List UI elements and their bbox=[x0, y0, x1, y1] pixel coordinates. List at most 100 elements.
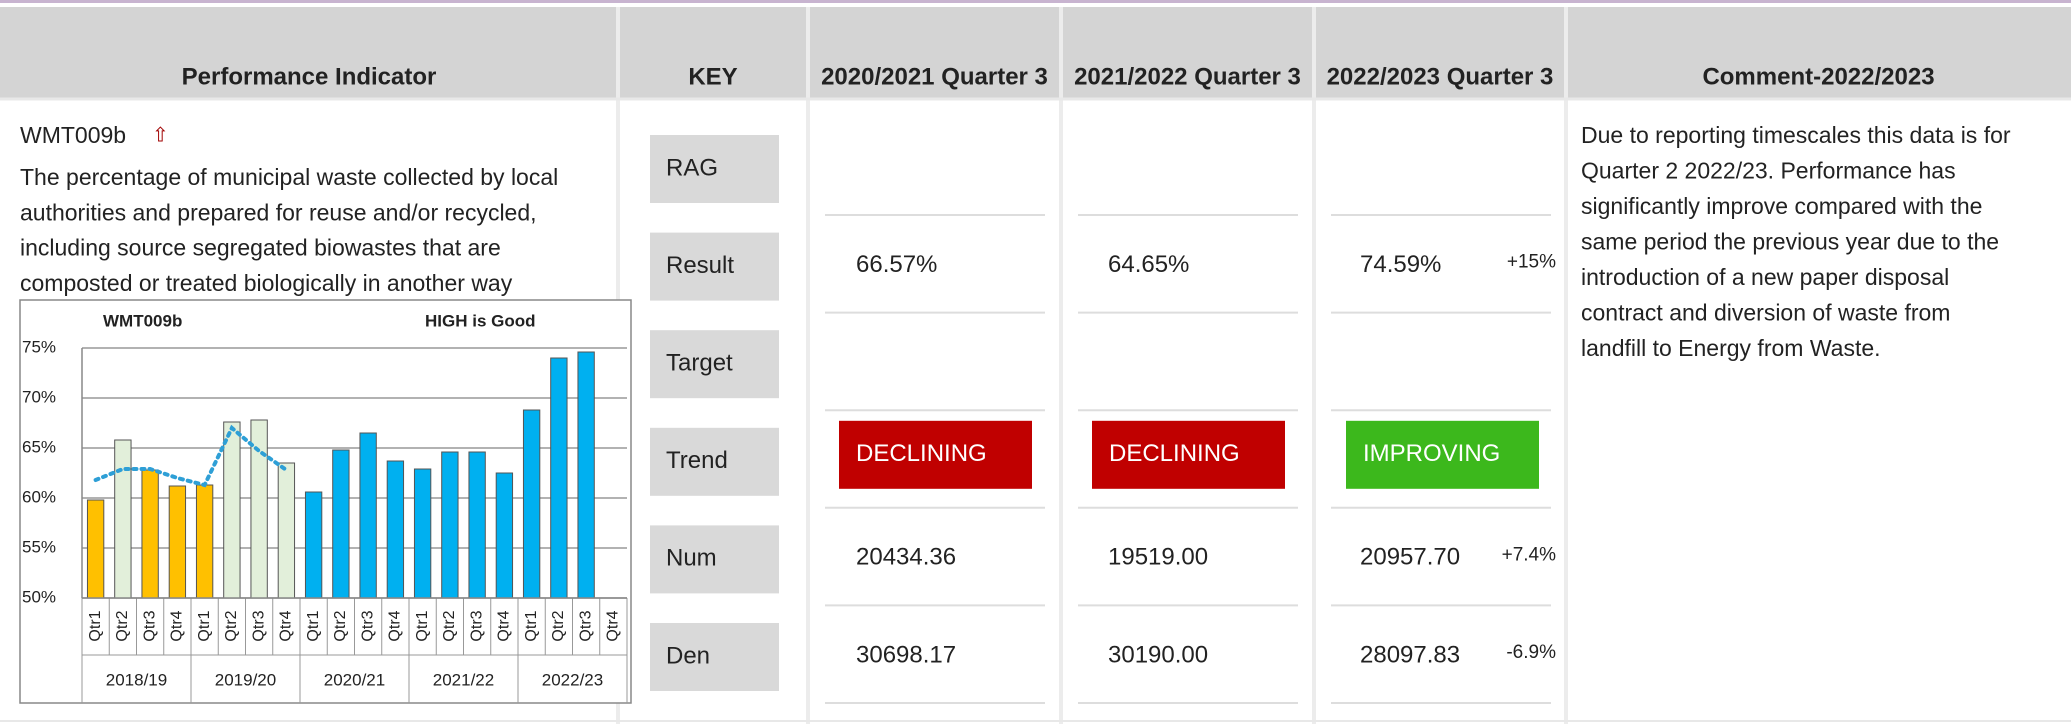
trend-label: IMPROVING bbox=[1363, 440, 1500, 467]
change: -6.9% bbox=[1506, 642, 1556, 663]
x-tick-label: Qtr1 bbox=[87, 610, 104, 641]
value: 74.59% bbox=[1360, 251, 1441, 278]
bar bbox=[468, 451, 486, 599]
x-tick-label: Qtr4 bbox=[496, 610, 513, 641]
bar bbox=[223, 421, 241, 599]
column-header: 2020/2021 Quarter 3 bbox=[821, 63, 1048, 90]
key-box bbox=[650, 623, 779, 691]
chart-title: WMT009b bbox=[103, 311, 182, 330]
comment-line: introduction of a new paper disposal bbox=[1581, 264, 1949, 290]
key-label: Den bbox=[666, 642, 710, 669]
y-tick-label: 70% bbox=[22, 387, 56, 406]
y-tick-label: 50% bbox=[22, 587, 56, 606]
comment-line: significantly improve compared with the bbox=[1581, 193, 1982, 219]
bar bbox=[386, 460, 405, 599]
x-tick-label: Qtr3 bbox=[141, 610, 158, 641]
x-tick-label: Qtr4 bbox=[278, 610, 295, 641]
comment-line: Quarter 2 2022/23. Performance has bbox=[1581, 158, 1956, 184]
x-tick-label: Qtr2 bbox=[441, 610, 458, 641]
bar bbox=[195, 484, 214, 599]
group-label: 2021/22 bbox=[433, 670, 494, 689]
x-tick-label: Qtr4 bbox=[169, 610, 186, 641]
bar bbox=[114, 439, 132, 599]
bar bbox=[522, 409, 541, 599]
indicator-description: authorities and prepared for reuse and/o… bbox=[20, 199, 537, 225]
value: 20957.70 bbox=[1360, 544, 1460, 571]
indicator-code: WMT009b bbox=[20, 122, 126, 148]
trend-line bbox=[93, 424, 289, 488]
bar bbox=[168, 485, 187, 599]
bar bbox=[577, 351, 595, 599]
trend-badge bbox=[1092, 420, 1285, 489]
key-label: Result bbox=[666, 252, 734, 279]
x-tick-label: Qtr4 bbox=[387, 610, 404, 641]
value: 30190.00 bbox=[1108, 641, 1208, 668]
key-box bbox=[650, 427, 779, 496]
x-tick-label: Qtr1 bbox=[414, 610, 431, 641]
bar bbox=[86, 499, 105, 599]
comment-line: same period the previous year due to the bbox=[1581, 229, 1999, 255]
x-tick-label: Qtr2 bbox=[550, 610, 567, 641]
y-tick-label: 60% bbox=[22, 487, 56, 506]
value: 30698.17 bbox=[856, 641, 956, 668]
trend-label: DECLINING bbox=[1109, 440, 1240, 467]
value: 28097.83 bbox=[1360, 641, 1460, 668]
comment-line: contract and diversion of waste from bbox=[1581, 300, 1950, 326]
key-box bbox=[650, 232, 779, 301]
indicator-arrow: ⇧ bbox=[152, 124, 169, 146]
trend-badge bbox=[1346, 420, 1539, 489]
x-tick-label: Qtr3 bbox=[359, 610, 376, 641]
indicator-description: including source segregated biowastes th… bbox=[20, 235, 501, 261]
group-label: 2020/21 bbox=[324, 670, 385, 689]
column-header: Performance Indicator bbox=[182, 63, 437, 90]
comment-line: Due to reporting timescales this data is… bbox=[1581, 122, 2011, 148]
x-tick-label: Qtr2 bbox=[332, 610, 349, 641]
key-box bbox=[650, 330, 779, 399]
trend-badge bbox=[839, 420, 1032, 489]
column-header: 2021/2022 Quarter 3 bbox=[1074, 63, 1301, 90]
x-tick-label: Qtr1 bbox=[305, 610, 322, 641]
comment-line: landfill to Energy from Waste. bbox=[1581, 335, 1881, 361]
x-tick-label: Qtr3 bbox=[250, 610, 267, 641]
y-tick-label: 65% bbox=[22, 437, 56, 456]
bar bbox=[441, 451, 459, 599]
value: 64.65% bbox=[1108, 251, 1189, 278]
group-label: 2022/23 bbox=[542, 670, 603, 689]
y-tick-label: 55% bbox=[22, 537, 56, 556]
bar bbox=[141, 469, 159, 599]
group-label: 2019/20 bbox=[215, 670, 276, 689]
top-border bbox=[0, 0, 2071, 3]
y-tick-label: 75% bbox=[22, 337, 56, 356]
key-box bbox=[650, 135, 779, 203]
x-tick-label: Qtr2 bbox=[223, 610, 240, 641]
change: +7.4% bbox=[1502, 544, 1557, 565]
bar bbox=[332, 449, 350, 599]
key-box bbox=[650, 525, 779, 594]
indicator-description: composted or treated biologically in ano… bbox=[20, 270, 513, 296]
x-tick-label: Qtr3 bbox=[468, 610, 485, 641]
key-label: Target bbox=[666, 350, 733, 377]
x-tick-label: Qtr1 bbox=[523, 610, 540, 641]
group-label: 2018/19 bbox=[106, 670, 167, 689]
bar bbox=[413, 468, 432, 599]
bar bbox=[250, 419, 268, 599]
chart-annotation: HIGH is Good bbox=[425, 311, 536, 330]
value: 66.57% bbox=[856, 251, 937, 278]
bar bbox=[304, 491, 323, 599]
column-header: 2022/2023 Quarter 3 bbox=[1327, 63, 1554, 90]
value: 19519.00 bbox=[1108, 544, 1208, 571]
bar bbox=[550, 357, 568, 599]
x-tick-label: Qtr2 bbox=[114, 610, 131, 641]
column-header: KEY bbox=[688, 63, 737, 90]
header-bg bbox=[0, 7, 2071, 99]
bar bbox=[359, 432, 377, 599]
change: +15% bbox=[1507, 252, 1556, 273]
x-tick-label: Qtr4 bbox=[605, 610, 622, 641]
x-tick-label: Qtr1 bbox=[196, 610, 213, 641]
value: 20434.36 bbox=[856, 544, 956, 571]
key-label: Trend bbox=[666, 447, 728, 474]
key-label: RAG bbox=[666, 154, 718, 181]
key-label: Num bbox=[666, 545, 717, 572]
column-header: Comment-2022/2023 bbox=[1702, 63, 1934, 90]
